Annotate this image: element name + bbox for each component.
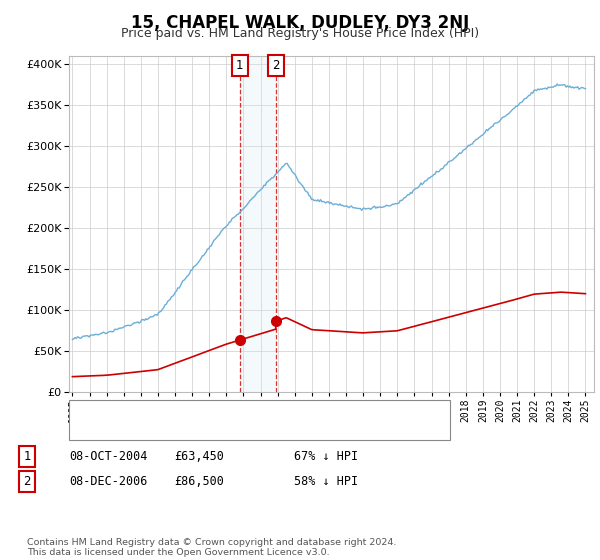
Text: 1: 1 [236,59,244,72]
Text: Contains HM Land Registry data © Crown copyright and database right 2024.
This d: Contains HM Land Registry data © Crown c… [27,538,397,557]
Text: 08-DEC-2006: 08-DEC-2006 [69,475,148,488]
Text: 15, CHAPEL WALK, DUDLEY, DY3 2NJ: 15, CHAPEL WALK, DUDLEY, DY3 2NJ [131,14,469,32]
Text: 67% ↓ HPI: 67% ↓ HPI [294,450,358,463]
Text: 58% ↓ HPI: 58% ↓ HPI [294,475,358,488]
Text: ───: ─── [78,420,103,433]
Text: ───: ─── [78,401,103,414]
Text: Price paid vs. HM Land Registry's House Price Index (HPI): Price paid vs. HM Land Registry's House … [121,27,479,40]
Text: £86,500: £86,500 [174,475,224,488]
Text: 08-OCT-2004: 08-OCT-2004 [69,450,148,463]
Bar [240,56,276,392]
Text: 15, CHAPEL WALK, DUDLEY, DY3 2NJ (detached house): 15, CHAPEL WALK, DUDLEY, DY3 2NJ (detach… [108,403,413,413]
Text: 2: 2 [272,59,280,72]
Text: 1: 1 [23,450,31,463]
Text: HPI: Average price, detached house, Dudley: HPI: Average price, detached house, Dudl… [108,422,354,432]
Text: 2: 2 [23,475,31,488]
Text: £63,450: £63,450 [174,450,224,463]
